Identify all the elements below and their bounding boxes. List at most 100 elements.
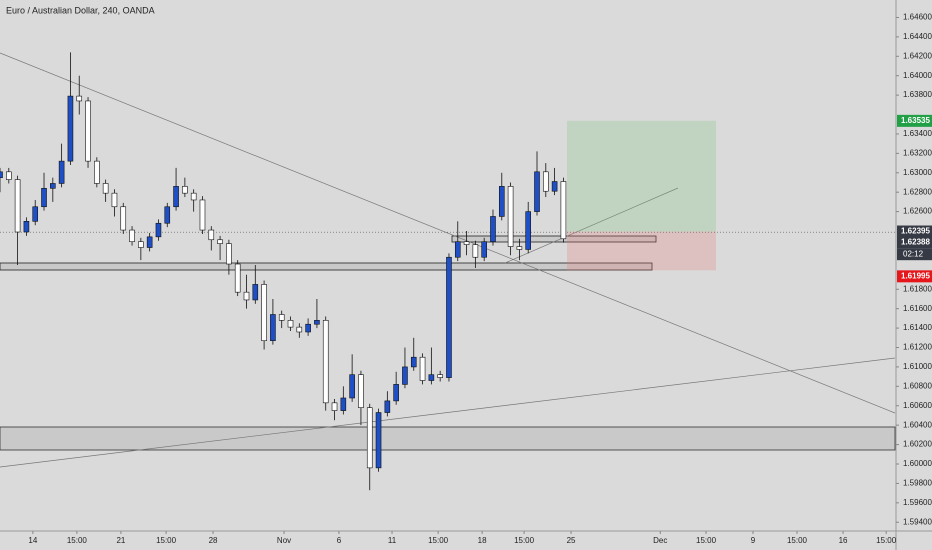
x-tick-label: 15:00	[514, 536, 535, 545]
candle-body	[94, 160, 100, 184]
candle-body	[322, 320, 329, 404]
x-tick-label: 25	[567, 536, 576, 545]
trend-line	[0, 357, 896, 468]
candle-body	[190, 192, 197, 201]
candle-body	[472, 244, 479, 258]
candle-body	[261, 284, 267, 342]
y-tick-label: 1.64200	[903, 51, 932, 60]
y-tick-label: 1.64400	[903, 32, 932, 41]
candle-body	[551, 181, 558, 192]
candles	[0, 52, 567, 491]
y-tick-label: 1.61600	[903, 304, 932, 313]
loss-zone	[567, 231, 716, 271]
price-tag-label: 1.63535	[901, 116, 930, 125]
x-tick-label: 15:00	[428, 536, 449, 545]
chart-title: Euro / Australian Dollar, 240, OANDA	[6, 5, 155, 15]
candle-body	[437, 374, 443, 378]
candle-body	[58, 160, 65, 184]
candle-body	[481, 241, 487, 258]
candle-body	[226, 243, 232, 265]
candle-body	[410, 356, 417, 368]
candle-body	[314, 320, 320, 325]
position-tool	[0, 120, 895, 271]
x-tick-label: 11	[388, 536, 397, 545]
candle-body	[490, 216, 496, 243]
trend-line	[0, 52, 896, 414]
y-tick-label: 1.61800	[903, 284, 932, 293]
candle-body	[208, 229, 215, 241]
x-tick-label: 9	[751, 536, 756, 545]
candle-body	[507, 186, 514, 247]
candle-body	[393, 384, 399, 402]
y-tick-label: 1.62600	[903, 207, 932, 216]
candle-body	[146, 236, 153, 248]
x-tick-label: 6	[337, 536, 342, 545]
candle-body	[155, 222, 162, 238]
candle-body	[217, 239, 223, 244]
x-tick-label: 15:00	[67, 536, 88, 545]
candle-body	[270, 314, 276, 342]
y-tick-label: 1.60400	[903, 420, 932, 429]
candle-body	[287, 320, 294, 328]
candle-body	[463, 241, 470, 245]
candle-body	[525, 211, 531, 250]
y-tick-label: 1.64000	[903, 71, 932, 80]
candle-body	[402, 366, 408, 385]
candle-body	[252, 284, 259, 301]
y-tick-label: 1.63800	[903, 90, 932, 99]
candle-body	[278, 314, 285, 321]
y-tick-label: 1.61000	[903, 362, 932, 371]
candle-body	[234, 263, 241, 293]
candle-body	[164, 206, 171, 224]
x-tick-label: Dec	[653, 536, 667, 545]
candle-body	[243, 291, 250, 301]
trend-line	[504, 187, 679, 264]
y-tick-label: 1.61200	[903, 343, 932, 352]
candle-body	[375, 412, 382, 469]
candle-body	[0, 171, 3, 178]
y-tick-label: 1.60800	[903, 381, 932, 390]
candle-body	[419, 356, 426, 381]
y-tick-label: 1.63200	[903, 148, 932, 157]
candle-body	[384, 400, 391, 413]
price-tag	[897, 225, 932, 238]
candle-body	[498, 186, 505, 217]
countdown-tag	[897, 248, 932, 261]
y-tick-label: 1.59800	[903, 479, 932, 488]
candle-body	[138, 241, 144, 248]
price-tag	[897, 236, 932, 249]
x-tick-label: 15:00	[696, 536, 717, 545]
candle-body	[296, 326, 303, 333]
candle-body	[23, 221, 30, 233]
x-tick-label: 16	[839, 536, 848, 545]
y-tick-label: 1.63400	[903, 129, 932, 138]
y-tick-label: 1.59600	[903, 498, 932, 507]
support-zone	[0, 262, 653, 271]
y-tick-label: 1.61400	[903, 323, 932, 332]
candle-body	[340, 397, 347, 411]
price-tag-label: 1.62388	[901, 237, 930, 246]
y-tick-label: 1.62800	[903, 187, 932, 196]
price-tag-label: 1.62395	[901, 227, 930, 236]
candle-body	[305, 323, 311, 333]
support-zone	[0, 426, 896, 451]
candle-body	[199, 199, 206, 231]
candle-body	[67, 95, 74, 162]
y-tick-label: 1.63000	[903, 168, 932, 177]
candle-body	[6, 171, 12, 180]
price-tag	[897, 270, 932, 283]
y-tick-label: 1.60000	[903, 459, 932, 468]
candle-body	[50, 183, 56, 189]
candle-body	[32, 206, 39, 222]
candle-body	[120, 206, 127, 231]
y-tick-label: 1.60200	[903, 440, 932, 449]
countdown: 02:12	[903, 249, 924, 258]
candle-body	[173, 186, 179, 208]
price-tag-label: 1.61995	[901, 271, 930, 280]
candle-body	[349, 374, 355, 399]
candle-body	[428, 374, 435, 381]
candle-body	[516, 246, 523, 250]
candle-body	[543, 171, 549, 192]
